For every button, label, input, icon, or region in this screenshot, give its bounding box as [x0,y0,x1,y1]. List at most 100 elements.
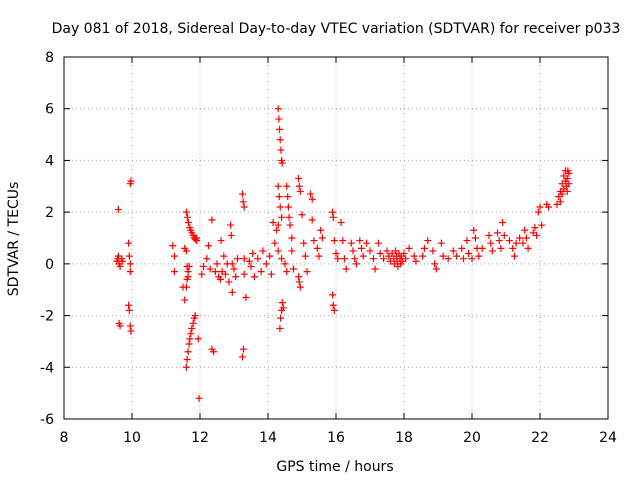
y-tick-label: -4 [40,360,54,376]
data-point-marker [277,314,285,322]
data-point-marker [468,255,476,263]
data-point-marker [349,247,357,255]
x-tick-label: 10 [123,430,141,446]
data-point-marker [499,218,507,226]
data-point-marker [329,301,337,309]
data-point-marker [439,252,447,260]
data-point-marker [116,322,124,330]
data-point-marker [558,190,566,198]
data-point-marker [275,193,283,201]
data-point-marker [259,247,267,255]
data-point-marker [358,244,365,252]
data-point-marker [449,247,457,255]
data-point-marker [341,255,348,263]
data-point-marker [288,234,296,242]
data-point-marker [193,234,201,242]
data-point-marker [276,325,284,332]
data-point-marker [402,255,410,263]
data-point-marker [339,237,347,245]
data-point-marker [295,273,303,281]
data-point-marker [410,252,418,260]
data-point-marker [431,260,439,268]
data-point-marker [296,187,304,195]
data-point-marker [329,213,337,221]
data-point-marker [184,218,192,226]
data-point-marker [217,237,225,245]
data-point-marker [127,327,135,335]
x-tick-label: 16 [327,430,345,446]
data-point-marker [191,312,199,320]
data-point-marker [228,260,236,268]
data-point-marker [183,213,191,221]
data-point-marker [125,239,133,247]
data-point-marker [308,216,316,224]
data-point-marker [220,252,228,260]
data-point-marker [444,255,452,263]
data-point-marker [533,231,541,239]
data-point-marker [273,226,280,234]
data-point-marker [239,353,246,361]
y-tick-label: 0 [45,257,54,273]
data-point-marker [126,322,134,330]
data-point-marker [271,239,279,247]
data-point-marker [290,265,297,273]
data-point-marker [369,255,377,263]
data-point-marker [412,257,420,265]
data-point-marker [424,237,432,245]
data-point-marker [400,250,408,258]
data-point-marker [288,247,296,255]
data-point-marker [127,177,135,185]
data-point-marker [565,169,573,177]
data-point-marker [213,260,221,268]
data-point-marker [371,265,379,273]
data-point-marker [565,180,573,188]
data-point-marker [281,260,289,268]
data-point-marker [185,262,193,270]
data-point-marker [342,265,350,273]
data-point-marker [359,252,367,260]
data-point-marker [458,244,466,252]
data-point-marker [222,270,229,278]
data-point-marker [329,291,337,299]
data-point-marker [186,335,194,343]
data-point-marker [266,252,274,260]
data-point-marker [276,203,284,211]
data-point-marker [250,273,258,281]
data-point-marker [240,345,248,353]
data-point-marker [536,203,544,211]
data-point-marker [276,136,284,144]
data-point-marker [556,198,564,206]
data-point-marker [308,195,316,203]
data-point-marker [239,190,246,198]
y-axis-label: SDTVAR / TECUs [6,182,22,297]
data-point-marker [276,125,284,133]
data-point-marker [495,237,503,245]
data-point-marker [380,255,388,263]
y-tick-label: 4 [45,153,54,169]
data-point-marker [205,242,212,250]
data-point-marker [230,265,238,273]
data-point-marker [519,239,527,247]
data-point-marker [356,237,364,245]
data-point-marker [463,237,471,245]
data-point-marker [274,247,282,255]
data-point-marker [500,231,508,239]
data-point-marker [185,340,193,348]
data-point-marker [296,283,304,291]
y-tick-label: 6 [45,102,54,118]
data-point-marker [206,265,214,273]
data-point-marker [460,255,467,263]
data-point-marker [210,348,218,356]
data-point-marker [240,203,248,211]
data-point-marker [453,252,461,260]
data-point-marker [332,250,340,258]
data-point-marker [182,363,190,371]
x-tick-label: 14 [259,430,277,446]
data-point-marker [274,221,282,229]
data-points [113,105,573,402]
data-point-marker [239,198,247,206]
data-point-marker [511,252,518,260]
data-point-marker [125,252,133,260]
data-point-marker [545,203,552,211]
data-point-marker [295,175,303,183]
